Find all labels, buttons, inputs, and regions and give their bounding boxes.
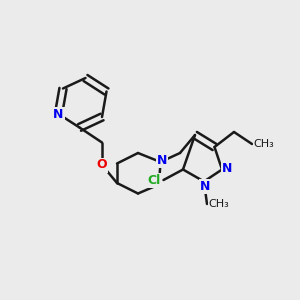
Text: N: N — [200, 180, 211, 194]
Text: O: O — [97, 158, 107, 172]
Text: Cl: Cl — [147, 173, 161, 187]
Text: N: N — [222, 162, 233, 176]
Text: N: N — [157, 154, 167, 167]
Text: CH₃: CH₃ — [208, 199, 229, 209]
Text: CH₃: CH₃ — [254, 139, 274, 149]
Text: N: N — [53, 107, 64, 121]
